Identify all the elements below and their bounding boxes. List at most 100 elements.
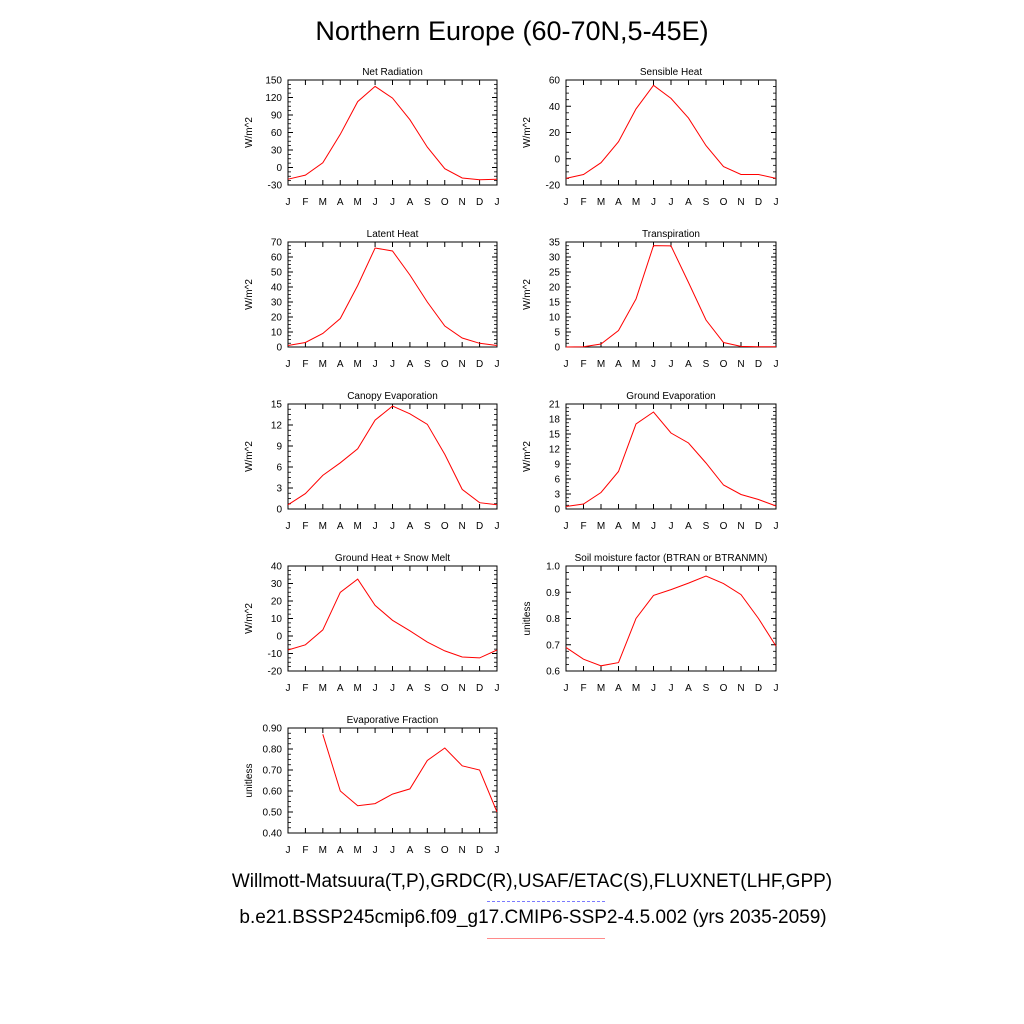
plot-frame	[287, 565, 498, 672]
y-tick-label: 30	[271, 298, 283, 309]
y-tick-label: 5	[554, 328, 560, 339]
x-tick-label: M	[353, 197, 361, 208]
x-tick-label: S	[703, 359, 710, 370]
x-tick-label: M	[353, 359, 361, 370]
y-tick-label: 0.40	[263, 829, 283, 840]
x-tick-label: O	[441, 845, 449, 856]
x-tick-label: J	[495, 683, 500, 694]
x-tick-label: J	[669, 521, 674, 532]
x-tick-label: M	[319, 197, 327, 208]
x-tick-label: N	[737, 521, 744, 532]
x-tick-label: D	[476, 683, 483, 694]
x-tick-label: D	[476, 197, 483, 208]
x-tick-label: J	[373, 521, 378, 532]
x-tick-label: D	[755, 197, 762, 208]
x-tick-label: N	[737, 683, 744, 694]
x-tick-label: N	[459, 197, 466, 208]
y-axis-label: unitless	[522, 602, 533, 636]
y-tick-label: 0.50	[263, 808, 283, 819]
y-tick-label: -30	[268, 181, 283, 192]
series-line-1	[565, 84, 777, 179]
panel-9: Evaporative Fraction unitless 0.40 0.50 0.60…	[244, 715, 500, 856]
x-tick-label: O	[441, 683, 449, 694]
y-tick-label: 150	[265, 76, 282, 87]
y-tick-label: 20	[549, 128, 561, 139]
y-tick-label: 15	[549, 298, 561, 309]
x-tick-label: M	[597, 359, 605, 370]
y-tick-label: 30	[271, 579, 283, 590]
x-tick-label: J	[390, 521, 395, 532]
series-line-1	[287, 405, 498, 506]
x-tick-label: J	[390, 197, 395, 208]
x-tick-label: J	[373, 845, 378, 856]
model-legend-line	[487, 938, 605, 939]
x-tick-label: O	[720, 521, 728, 532]
x-tick-label: A	[407, 197, 414, 208]
y-tick-label: 0	[276, 505, 282, 516]
y-axis-label: W/m^2	[522, 279, 533, 310]
y-tick-label: 21	[549, 400, 561, 411]
series-line-1	[322, 734, 498, 813]
plot-frame	[565, 241, 777, 348]
x-tick-label: A	[615, 197, 622, 208]
x-tick-label: M	[319, 359, 327, 370]
plot-frame	[565, 565, 777, 672]
x-tick-label: O	[441, 359, 449, 370]
x-tick-label: O	[441, 521, 449, 532]
x-tick-label: F	[302, 197, 308, 208]
x-tick-label: M	[319, 521, 327, 532]
y-tick-label: 25	[549, 268, 561, 279]
plot-frame	[565, 403, 777, 510]
panel-title: Latent Heat	[367, 229, 419, 240]
x-tick-label: S	[703, 683, 710, 694]
x-tick-label: A	[337, 845, 344, 856]
y-tick-label: 70	[271, 238, 283, 249]
x-tick-label: J	[495, 359, 500, 370]
x-tick-label: A	[615, 521, 622, 532]
x-tick-label: S	[703, 197, 710, 208]
x-tick-label: J	[669, 683, 674, 694]
y-tick-label: 10	[271, 328, 283, 339]
x-tick-label: M	[319, 683, 327, 694]
y-tick-label: 0.70	[263, 766, 283, 777]
x-tick-label: A	[685, 683, 692, 694]
model-legend-label: b.e21.BSSP245cmip6.f09_g17.CMIP6-SSP2-4.…	[239, 907, 827, 928]
x-tick-label: N	[459, 845, 466, 856]
x-tick-label: N	[459, 683, 466, 694]
x-tick-label: A	[407, 845, 414, 856]
y-tick-label: 1.0	[546, 562, 560, 573]
plot-frame	[287, 727, 498, 834]
x-tick-label: M	[597, 197, 605, 208]
x-tick-label: O	[720, 359, 728, 370]
x-tick-label: J	[774, 521, 779, 532]
x-tick-label: J	[564, 359, 569, 370]
x-tick-label: S	[424, 845, 431, 856]
x-tick-label: O	[441, 197, 449, 208]
panel-title: Canopy Evaporation	[347, 391, 438, 402]
x-tick-label: S	[424, 683, 431, 694]
x-tick-label: J	[651, 359, 656, 370]
x-tick-label: J	[564, 683, 569, 694]
x-tick-label: J	[286, 359, 291, 370]
x-tick-label: A	[685, 521, 692, 532]
x-tick-label: J	[373, 197, 378, 208]
x-tick-label: A	[337, 197, 344, 208]
x-tick-label: M	[597, 521, 605, 532]
x-tick-label: A	[685, 359, 692, 370]
y-tick-label: 50	[271, 268, 283, 279]
y-tick-label: 35	[549, 238, 561, 249]
x-tick-label: F	[580, 359, 586, 370]
x-tick-label: N	[459, 359, 466, 370]
x-tick-label: D	[476, 359, 483, 370]
panel-title: Soil moisture factor (BTRAN or BTRANMN)	[575, 553, 768, 564]
y-tick-label: 30	[549, 253, 561, 264]
y-axis-label: W/m^2	[522, 117, 533, 148]
y-tick-label: 0.6	[546, 667, 560, 678]
x-tick-label: A	[615, 359, 622, 370]
y-tick-label: 0.80	[263, 745, 283, 756]
series-line-1	[287, 247, 498, 346]
